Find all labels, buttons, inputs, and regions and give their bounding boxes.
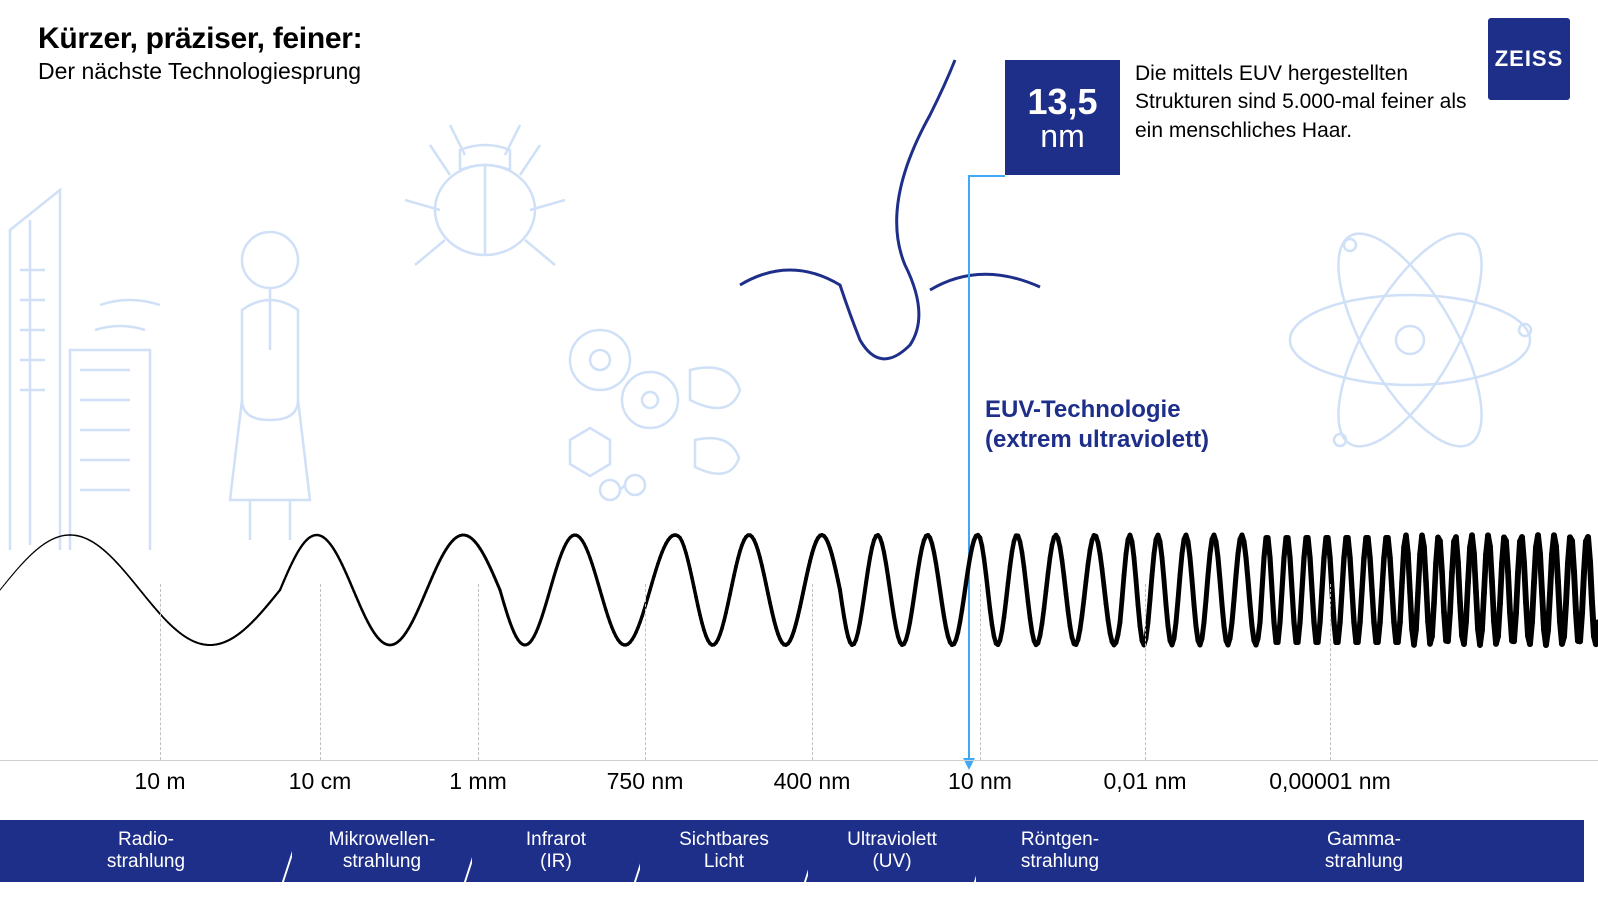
- tick-label: 10 nm: [948, 768, 1012, 795]
- tick-line: [320, 584, 321, 760]
- euv-badge: 13,5 nm: [1005, 60, 1120, 175]
- tick-label: 0,00001 nm: [1269, 768, 1390, 795]
- spectrum-band: Radio-strahlung: [0, 820, 292, 882]
- hair-icon: [730, 55, 1050, 375]
- tick-line: [1145, 584, 1146, 760]
- tick-label: 0,01 nm: [1103, 768, 1186, 795]
- spectrum-band: SichtbaresLicht: [640, 820, 808, 882]
- spectrum-band: Infrarot(IR): [472, 820, 640, 882]
- tick-label: 750 nm: [607, 768, 684, 795]
- euv-badge-unit: nm: [1040, 120, 1084, 152]
- title-block: Kürzer, präziser, feiner: Der nächste Te…: [38, 22, 362, 85]
- spectrum-band: Ultraviolett(UV): [808, 820, 976, 882]
- tick-line: [478, 584, 479, 760]
- spectrum-band: Röntgen-strahlung: [976, 820, 1144, 882]
- callout-horizontal: [968, 175, 1005, 177]
- tick-line: [980, 584, 981, 760]
- title-line2: Der nächste Technologiesprung: [38, 58, 362, 85]
- euv-technology-label: EUV-Technologie (extrem ultraviolett): [985, 395, 1209, 455]
- tick-line: [812, 584, 813, 760]
- spectrum-band: Mikrowellen-strahlung: [292, 820, 472, 882]
- cells-icon: [540, 300, 760, 520]
- atom-icon: [1260, 190, 1560, 490]
- tick-label: 400 nm: [774, 768, 851, 795]
- tick-label: 1 mm: [449, 768, 507, 795]
- euv-description: Die mittels EUV hergestellten Strukturen…: [1135, 60, 1475, 145]
- tick-line: [645, 584, 646, 760]
- euv-badge-value: 13,5: [1027, 84, 1097, 120]
- title-line1: Kürzer, präziser, feiner:: [38, 22, 362, 56]
- spectrum-bands: Radio-strahlungMikrowellen-strahlungInfr…: [0, 820, 1598, 882]
- zeiss-logo: ZEISS: [1488, 18, 1570, 100]
- tick-label: 10 m: [134, 768, 185, 795]
- bug-icon: [390, 100, 580, 290]
- tick-line: [160, 584, 161, 760]
- tick-label: 10 cm: [289, 768, 352, 795]
- wavelength-axis: [0, 760, 1598, 761]
- spectrum-wave: [0, 490, 1598, 690]
- tick-line: [1330, 584, 1331, 760]
- spectrum-band: Gamma-strahlung: [1144, 820, 1584, 882]
